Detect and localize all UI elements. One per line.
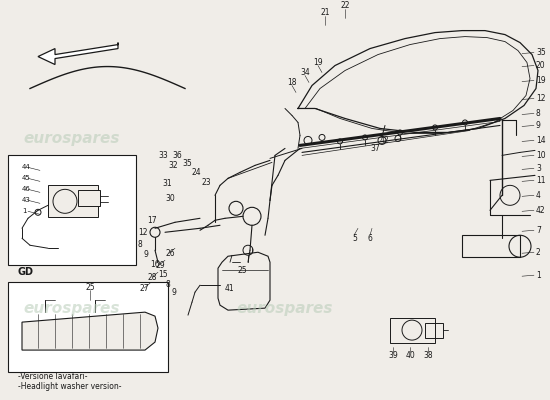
Text: -Versione lavafari-: -Versione lavafari-: [18, 372, 87, 380]
Text: 4: 4: [536, 191, 541, 200]
Text: 41: 41: [225, 284, 235, 293]
Text: 9: 9: [143, 250, 148, 259]
Text: 25: 25: [85, 283, 95, 292]
Text: 15: 15: [158, 270, 168, 279]
Bar: [78, 190, 100, 206]
Text: 1: 1: [536, 271, 541, 280]
Text: 8: 8: [165, 280, 170, 289]
Text: 21: 21: [320, 8, 330, 17]
Text: -Headlight washer version-: -Headlight washer version-: [18, 382, 122, 390]
Text: 12: 12: [138, 228, 147, 237]
Text: 24: 24: [192, 168, 202, 177]
Text: 9: 9: [172, 288, 177, 297]
Text: GD: GD: [18, 267, 34, 277]
Text: 35: 35: [182, 159, 192, 168]
Text: 19: 19: [313, 58, 323, 67]
Text: 34: 34: [300, 68, 310, 77]
Text: 16: 16: [150, 260, 159, 269]
Text: 25: 25: [238, 266, 248, 275]
Text: 32: 32: [168, 161, 178, 170]
Text: eurospares: eurospares: [24, 131, 120, 146]
Bar: [8, 155, 136, 265]
Text: eurospares: eurospares: [236, 301, 333, 316]
Text: 11: 11: [536, 176, 546, 185]
Text: 29: 29: [155, 261, 164, 270]
Text: 12: 12: [536, 94, 546, 103]
Text: 46: 46: [22, 186, 31, 192]
Text: 38: 38: [423, 350, 433, 360]
Text: 42: 42: [380, 136, 389, 145]
Polygon shape: [22, 312, 158, 350]
Text: 30: 30: [165, 194, 175, 203]
Text: 7: 7: [536, 226, 541, 235]
Text: 26: 26: [165, 249, 175, 258]
Text: 37: 37: [370, 144, 380, 153]
Polygon shape: [38, 42, 118, 64]
Text: 20: 20: [536, 61, 546, 70]
Text: eurospares: eurospares: [24, 301, 120, 316]
Text: 8: 8: [138, 240, 143, 249]
Text: 28: 28: [148, 273, 157, 282]
Text: 23: 23: [202, 178, 212, 187]
Text: 44: 44: [22, 164, 31, 170]
Text: 45: 45: [22, 175, 31, 181]
Text: 10: 10: [536, 151, 546, 160]
Text: 14: 14: [536, 136, 546, 145]
Text: 1: 1: [22, 208, 26, 214]
Text: 31: 31: [162, 179, 172, 188]
Bar: [425, 323, 443, 338]
Text: 19: 19: [536, 76, 546, 85]
Text: 42: 42: [536, 206, 546, 215]
Text: 22: 22: [340, 1, 350, 10]
Text: 17: 17: [147, 216, 157, 225]
Text: 5: 5: [352, 234, 357, 243]
Bar: [462, 235, 520, 257]
Text: 36: 36: [172, 151, 182, 160]
Text: 33: 33: [158, 151, 168, 160]
Text: 8: 8: [536, 109, 541, 118]
Bar: [48, 185, 98, 217]
Text: 6: 6: [368, 234, 373, 243]
Text: 2: 2: [536, 248, 541, 257]
Text: 27: 27: [140, 284, 150, 293]
Bar: [390, 318, 435, 343]
Text: 39: 39: [388, 350, 398, 360]
Text: 43: 43: [22, 197, 31, 203]
Bar: [8, 282, 168, 372]
Text: 9: 9: [536, 121, 541, 130]
Text: 3: 3: [536, 164, 541, 173]
Text: 35: 35: [536, 48, 546, 57]
Text: 40: 40: [405, 350, 415, 360]
Text: 18: 18: [287, 78, 297, 87]
